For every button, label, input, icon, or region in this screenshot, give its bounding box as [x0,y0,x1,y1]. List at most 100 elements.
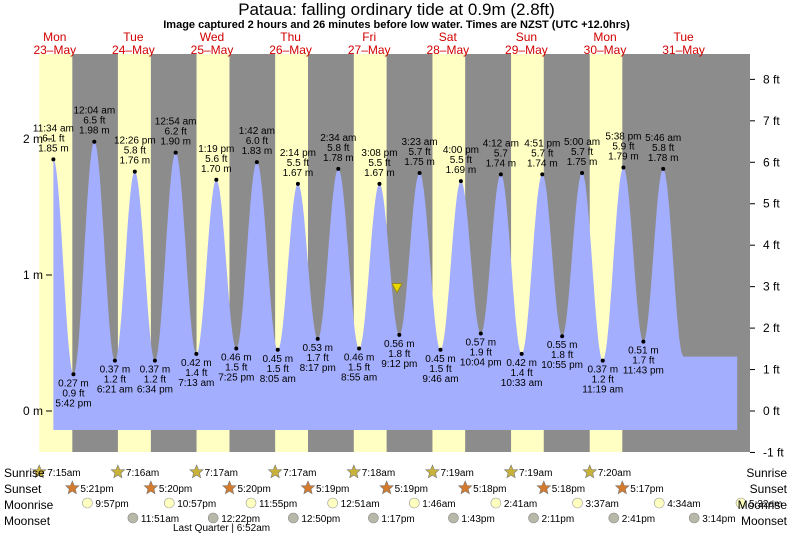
day-date: 23–May [33,43,76,57]
high-tide-metres: 1.69 m [446,165,477,176]
left-axis-label: 0 m [23,404,43,418]
high-tide-metres: 1.75 m [567,157,598,168]
low-tide-feet: 1.5 ft [225,362,247,373]
low-tide-point [397,332,402,337]
right-axis-label: 0 ft [763,404,780,418]
sunset-time: 5:17pm [630,484,663,495]
high-tide-metres: 1.83 m [242,146,273,157]
moonrise-label-left: Moonrise [4,498,54,512]
high-tide-time: 4:51 pm [524,138,560,149]
low-tide-feet: 1.8 ft [388,349,410,360]
high-tide-metres: 1.67 m [364,168,395,179]
sunset-time: 5:21pm [80,484,113,495]
high-tide-feet: 5.5 ft [450,155,472,166]
sunrise-time: 7:17am [283,468,316,479]
high-tide-time: 1:42 am [239,126,275,137]
sunset-icon [300,480,316,495]
high-tide-time: 5:46 am [645,133,681,144]
high-tide-point [661,166,666,171]
high-tide-time: 12:04 am [73,106,115,117]
moonrise-icon [572,497,583,509]
low-tide-time: 10:33 am [501,378,543,389]
sunrise-time: 7:15am [47,468,80,479]
low-tide-feet: 1.2 ft [592,375,614,386]
right-axis-label: 3 ft [763,280,780,294]
low-tide-feet: 1.4 ft [185,368,207,379]
low-tide-feet: 1.7 ft [307,353,329,364]
moonset-icon [288,512,299,524]
day-name: Sat [439,30,458,44]
sunrise-time: 7:18am [362,468,395,479]
moonrise-icon [408,497,420,509]
high-tide-feet: 5.8 ft [327,143,349,154]
moonset-icon [127,512,139,524]
day-date: 31–May [662,43,705,57]
day-date: 24–May [112,43,155,57]
moonset-icon [528,512,539,524]
high-tide-metres: 1.79 m [608,152,639,163]
sunset-icon [143,480,159,495]
moonrise-icon [735,497,747,509]
high-tide-feet: 5.9 ft [612,142,634,153]
low-tide-metres: 0.51 m [628,346,659,357]
high-tide-feet: 6.1 ft [42,133,64,144]
low-tide-feet: 1.2 ft [104,375,126,386]
sunrise-time: 7:19am [519,468,552,479]
moonrise-icon [163,497,175,509]
sunset-time: 5:18pm [473,484,506,495]
moonset-time: 12:22pm [221,514,260,525]
low-tide-metres: 0.37 m [140,365,171,376]
low-tide-point [275,347,280,352]
high-tide-point [295,181,300,186]
right-axis-label: -1 ft [763,445,784,459]
moonrise-icon [653,497,665,509]
low-tide-metres: 0.46 m [344,352,375,363]
high-tide-metres: 1.98 m [79,126,110,137]
moonrise-icon [245,497,257,509]
low-tide-point [641,339,646,344]
low-tide-feet: 1.9 ft [470,347,492,358]
day-name: Mon [43,30,66,44]
sunset-time: 5:18pm [552,484,585,495]
high-tide-point [173,150,178,155]
sunrise-time: 7:16am [126,468,159,479]
high-tide-metres: 1.70 m [201,164,232,175]
high-tide-point [498,172,503,177]
day-name: Tue [673,30,694,44]
high-tide-feet: 5.7 ft [531,148,553,159]
low-tide-time: 6:21 am [97,385,133,396]
high-tide-time: 4:12 am [483,138,519,149]
sunset-label-left: Sunset [4,482,42,496]
high-tide-feet: 6.2 ft [165,127,187,138]
low-tide-metres: 0.37 m [587,365,618,376]
high-tide-metres: 1.74 m [527,158,558,169]
sunrise-icon [31,464,47,479]
low-tide-point [112,358,117,363]
low-tide-feet: 1.5 ft [348,362,370,373]
low-tide-time: 8:17 pm [300,363,336,374]
high-tide-metres: 1.90 m [160,137,191,148]
sunset-time: 5:19pm [316,484,349,495]
current-level-pointer [391,283,403,294]
low-tide-feet: 1.7 ft [632,356,654,367]
moonrise-icon [82,497,93,509]
day-name: Tue [123,30,144,44]
sunrise-icon [503,464,519,479]
day-date: 27–May [348,43,391,57]
high-tide-feet: 6.0 ft [246,136,268,147]
high-tide-metres: 1.78 m [323,153,354,164]
low-tide-metres: 0.57 m [465,337,496,348]
high-tide-feet: 5.5 ft [287,158,309,169]
sunrise-time: 7:20am [598,468,631,479]
low-tide-point [357,346,362,351]
low-tide-time: 8:55 am [341,372,377,383]
sunrise-time: 7:19am [440,468,473,479]
moonset-icon [608,512,620,524]
sunset-icon [222,480,237,495]
sunset-icon [457,480,473,495]
high-tide-point [51,157,56,162]
low-tide-time: 10:55 pm [541,360,583,371]
high-tide-feet: 5.8 ft [124,146,146,157]
high-tide-feet: 5.6 ft [205,154,227,165]
